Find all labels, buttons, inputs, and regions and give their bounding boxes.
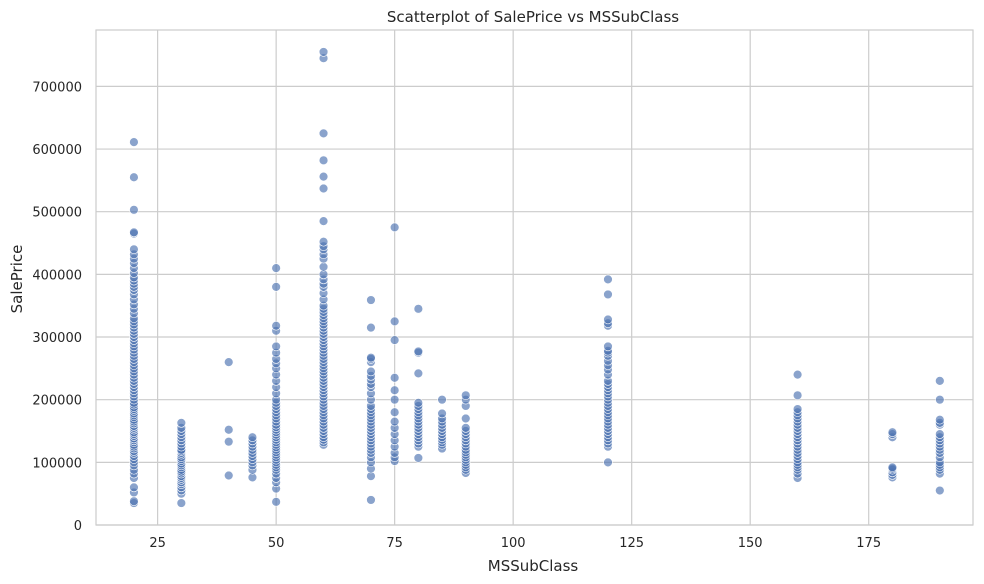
x-tick-label: 125 xyxy=(619,536,644,551)
x-tick-label: 100 xyxy=(501,536,526,551)
y-tick-labels: 0 100000 200000 300000 400000 500000 600000 700… xyxy=(32,80,82,534)
data-point xyxy=(792,404,803,414)
data-point xyxy=(176,418,187,428)
data-point xyxy=(224,357,234,367)
x-tick-label: 75 xyxy=(386,536,403,551)
y-tick-label: 700000 xyxy=(32,80,82,95)
data-point xyxy=(461,390,471,400)
data-point xyxy=(935,376,945,386)
chart-title: Scatterplot of SalePrice vs MSSubClass xyxy=(387,8,679,26)
data-point xyxy=(603,457,613,468)
data-point xyxy=(603,289,613,300)
data-point xyxy=(129,496,139,506)
data-point xyxy=(437,408,447,419)
y-tick-label: 600000 xyxy=(32,143,82,158)
data-point xyxy=(935,415,945,425)
y-tick-label: 400000 xyxy=(32,268,82,283)
data-point xyxy=(887,462,898,473)
data-point xyxy=(224,436,234,447)
data-point xyxy=(389,416,400,427)
data-point xyxy=(366,353,376,363)
x-tick-label: 50 xyxy=(268,536,285,551)
data-point xyxy=(389,335,400,345)
x-tick-labels: 25 50 75 100 125 150 175 xyxy=(149,536,881,551)
y-tick-label: 300000 xyxy=(32,331,82,346)
data-point xyxy=(389,222,400,233)
data-point xyxy=(603,314,613,325)
x-tick-label: 150 xyxy=(738,536,763,551)
y-tick-label: 200000 xyxy=(32,394,82,409)
data-point xyxy=(129,244,139,255)
data-point xyxy=(271,282,281,292)
data-point xyxy=(792,390,803,400)
data-point xyxy=(224,470,234,481)
data-point xyxy=(389,385,400,395)
data-points xyxy=(129,47,945,508)
data-point xyxy=(366,495,376,505)
data-point xyxy=(389,316,400,327)
x-tick-label: 25 xyxy=(149,536,166,551)
data-point xyxy=(413,304,424,314)
data-point xyxy=(366,295,376,305)
grid-lines xyxy=(96,30,973,526)
data-point xyxy=(318,155,329,166)
data-point xyxy=(461,413,471,424)
data-point xyxy=(603,274,613,285)
data-point xyxy=(461,423,471,433)
data-point xyxy=(366,322,376,333)
data-point xyxy=(129,137,139,147)
data-point xyxy=(389,373,400,383)
data-point xyxy=(366,366,376,377)
y-tick-label: 500000 xyxy=(32,206,82,221)
data-point xyxy=(129,227,139,238)
data-point xyxy=(318,171,329,182)
plot-frame xyxy=(95,29,974,526)
y-tick-label: 100000 xyxy=(32,456,82,471)
data-point xyxy=(792,369,803,380)
data-point xyxy=(318,128,329,139)
data-point xyxy=(271,321,281,331)
data-point xyxy=(176,498,187,508)
y-axis-title: SalePrice xyxy=(8,245,26,314)
y-tick-label: 0 xyxy=(74,519,82,534)
data-point xyxy=(413,453,424,463)
x-tick-label: 175 xyxy=(856,536,881,551)
data-point xyxy=(129,205,139,215)
data-point xyxy=(318,262,329,272)
data-point xyxy=(318,237,329,247)
data-point xyxy=(271,341,281,352)
x-axis-title: MSSubClass xyxy=(488,557,579,575)
data-point xyxy=(271,497,281,507)
data-point xyxy=(318,183,329,194)
data-point xyxy=(129,482,139,493)
data-point xyxy=(271,263,281,273)
data-point xyxy=(318,47,329,57)
data-point xyxy=(413,398,424,408)
data-point xyxy=(603,341,613,352)
data-point xyxy=(247,432,258,442)
data-point xyxy=(413,346,424,357)
data-point xyxy=(129,172,139,182)
data-point xyxy=(318,216,329,226)
data-point xyxy=(413,368,424,379)
data-point xyxy=(935,485,945,496)
data-point xyxy=(935,429,945,439)
data-point xyxy=(389,394,400,405)
data-point xyxy=(389,407,400,417)
data-point xyxy=(224,425,234,435)
data-point xyxy=(437,394,447,405)
data-point xyxy=(935,394,945,405)
data-point xyxy=(887,427,898,437)
